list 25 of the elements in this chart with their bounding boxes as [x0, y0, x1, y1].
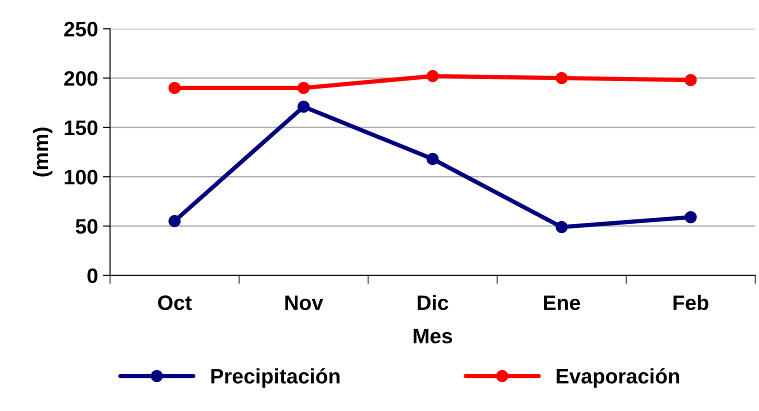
x-tick-label: Oct	[158, 295, 192, 310]
y-tick-label: 250	[64, 22, 98, 37]
y-tick-label: 50	[76, 219, 98, 234]
point	[168, 82, 181, 94]
point	[556, 72, 568, 84]
y-tick-label: 0	[87, 268, 98, 284]
point	[556, 220, 568, 234]
point	[684, 74, 697, 86]
legend-label: Precipitación	[211, 368, 340, 388]
point	[298, 100, 310, 113]
point	[426, 152, 439, 166]
point	[426, 70, 439, 82]
x-tick-label: Dic	[418, 294, 448, 310]
x-tick-label: Feb	[674, 294, 708, 310]
y-axis-title: (mm)	[32, 128, 52, 176]
point	[684, 211, 697, 224]
y-tick-label: 200	[64, 71, 98, 86]
y-tick-label: 100	[64, 170, 98, 184]
point	[298, 82, 310, 94]
point	[168, 215, 181, 228]
y-tick-label: 150	[64, 120, 98, 136]
x-axis-title: Mes	[414, 328, 452, 344]
x-tick-label: Ene	[544, 296, 580, 310]
legend-label: Evaporación	[556, 368, 680, 388]
x-tick-label: Nov	[285, 296, 324, 310]
